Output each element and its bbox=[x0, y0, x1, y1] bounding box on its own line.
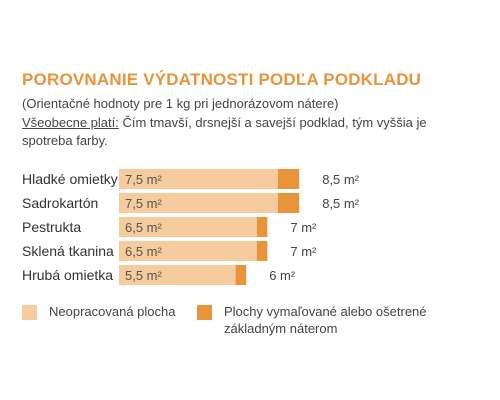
bar-value-label-treated: 8,5 m² bbox=[322, 196, 360, 211]
bar-value-label-untreated: 5,5 m² bbox=[125, 268, 163, 283]
bar-treated-extra bbox=[235, 265, 247, 285]
legend-swatch-dark bbox=[197, 305, 212, 320]
bar-value-label-untreated: 7,5 m² bbox=[125, 172, 163, 187]
chart-subtitle: (Orientačné hodnoty pre 1 kg pri jednorá… bbox=[22, 96, 339, 111]
category-label: Sklená tkanina bbox=[22, 243, 114, 259]
legend-item-untreated: Neopracovaná plocha bbox=[22, 303, 175, 320]
bar-value-label-untreated: 6,5 m² bbox=[125, 244, 163, 259]
bar-untreated bbox=[119, 241, 257, 261]
bar-treated-extra bbox=[278, 193, 300, 213]
general-note: Všeobecne platí: Čím tmavší, drsnejší a … bbox=[22, 114, 462, 150]
bar-value-label-untreated: 6,5 m² bbox=[125, 220, 163, 235]
legend-swatch-light bbox=[22, 305, 37, 320]
bar-treated-extra bbox=[256, 217, 268, 237]
category-label: Sadrokartón bbox=[22, 195, 98, 211]
legend-item-treated: Plochy vymaľované alebo ošetrené základn… bbox=[197, 303, 447, 337]
bar-untreated bbox=[119, 265, 236, 285]
legend-label-treated: Plochy vymaľované alebo ošetrené základn… bbox=[224, 304, 427, 336]
category-label: Hladké omietky bbox=[22, 171, 118, 187]
legend-label-untreated: Neopracovaná plocha bbox=[49, 304, 176, 319]
bar-untreated bbox=[119, 193, 278, 213]
category-label: Pestrukta bbox=[22, 219, 81, 235]
note-lead: Všeobecne platí: bbox=[22, 115, 119, 130]
bar-value-label-untreated: 7,5 m² bbox=[125, 196, 163, 211]
bar-value-label-treated: 6 m² bbox=[269, 268, 296, 283]
bar-treated-extra bbox=[278, 169, 300, 189]
bar-value-label-treated: 8,5 m² bbox=[322, 172, 360, 187]
bar-untreated bbox=[119, 169, 278, 189]
note-text: Čím tmavší, drsnejší a savejší podklad, … bbox=[22, 115, 427, 148]
bar-value-label-treated: 7 m² bbox=[290, 244, 317, 259]
bar-value-label-treated: 7 m² bbox=[290, 220, 317, 235]
chart-title: POROVNANIE VÝDATNOSTI PODĽA PODKLADU bbox=[22, 70, 422, 89]
bar-treated-extra bbox=[256, 241, 268, 261]
category-label: Hrubá omietka bbox=[22, 267, 113, 283]
bar-untreated bbox=[119, 217, 257, 237]
